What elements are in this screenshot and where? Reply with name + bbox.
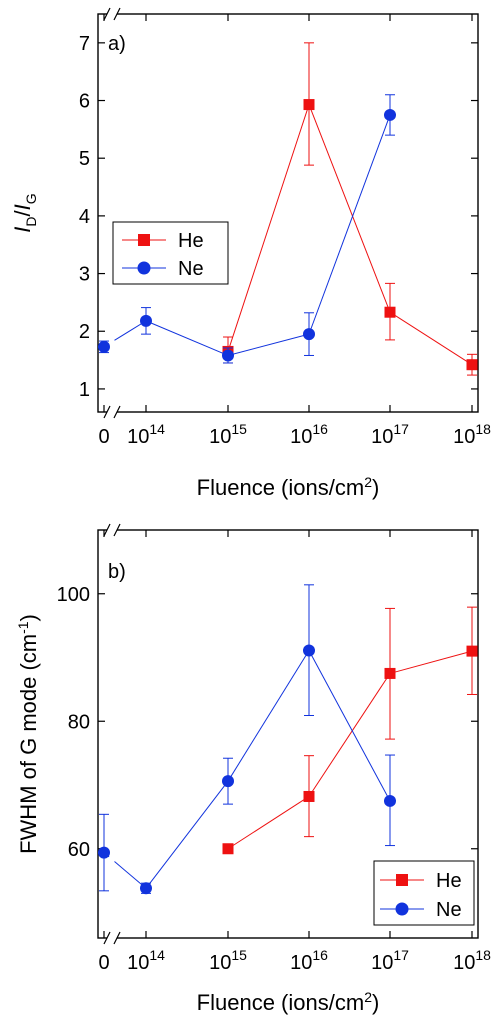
panel-b-legend: He Ne [373, 860, 475, 926]
panel-b-he-line-0 [227, 796, 310, 850]
panel-a-legend: He Ne [112, 221, 229, 285]
panel-a-break-gap-1 [107, 409, 117, 415]
panel-b-xlabel: Fluence (ions/cm2) [197, 989, 380, 1015]
panel-a-ne-point-1 [140, 314, 152, 327]
panel-a-ytick-label-6: 7 [79, 33, 90, 55]
panel-a-label: a) [108, 33, 126, 55]
panel-a-legend-he-marker [138, 234, 150, 246]
panel-a-ne-point-2 [222, 349, 234, 362]
panel-a-ne-point-4 [384, 108, 396, 121]
panel-a-ne-line-0 [114, 320, 147, 341]
panel-b-xlabel-sup: 2 [364, 989, 372, 1005]
panel-a-ytick-label-0: 1 [79, 379, 90, 401]
panel-a-xtick-label-5: 1018 [453, 421, 491, 448]
panel-a-he-line-1 [308, 104, 391, 313]
panel-b-ytick-label-2: 100 [57, 584, 90, 606]
panel-a-ytick-label-4: 5 [79, 148, 90, 170]
panel-b-ne-point-0 [98, 846, 110, 859]
panel-b-ne-line-3 [308, 650, 391, 802]
panel-a-xtick-label-2: 1015 [209, 421, 247, 448]
panel-b-xtick-label-1: 1014 [127, 947, 165, 974]
panel-a-break-mark-a-0 [103, 7, 111, 21]
panel-a-break-gap-0 [107, 11, 117, 17]
panel-a-ne-point-0 [98, 340, 110, 353]
panel-b-he-point-0 [222, 843, 234, 855]
panel-a-ne-line-1 [145, 320, 229, 356]
panel-b-ne-line-0 [114, 861, 147, 889]
panel-b: 60 80 100 0 1014 1015 1016 1017 1018 b) Fluence … [15, 523, 491, 1015]
panel-a-ne-point-3 [303, 328, 315, 341]
panel-b-ne-point-4 [384, 794, 396, 807]
panel-b-legend-he-label: He [436, 870, 462, 892]
panel-b-content: 60 80 100 0 1014 1015 1016 1017 1018 [57, 523, 491, 974]
panel-b-break-gap-0 [107, 527, 117, 533]
panel-b-frame [97, 529, 479, 939]
panel-b-he-point-2 [384, 667, 396, 679]
panel-a-content: 1 2 3 4 5 6 7 0 1014 1015 1016 1017 1018 [79, 7, 491, 448]
panel-b-xtick-label-3: 1016 [290, 947, 328, 974]
panel-b-label: b) [108, 561, 126, 583]
panel-b-legend-ne-marker [395, 902, 409, 916]
panel-b-ytick-label-1: 80 [68, 711, 90, 733]
panel-b-ne-line-1 [145, 780, 229, 889]
panel-a-he-point-2 [384, 306, 396, 318]
panel-a-legend-box [112, 221, 229, 285]
panel-b-break-mark-b-1 [113, 931, 121, 945]
panel-a-ytick-label-5: 6 [79, 91, 90, 113]
panel-b-ne-line-2 [227, 650, 310, 782]
panel-b-he-point-3 [466, 645, 478, 657]
panel-a-ylabel: ID/IG [10, 193, 39, 232]
panel-b-he-line-1 [308, 673, 391, 797]
panel-a-break-mark-b-1 [113, 405, 121, 419]
panel-b-ytick-label-0: 60 [68, 839, 90, 861]
panel-a-ytick-label-3: 4 [79, 206, 90, 228]
panel-b-legend-he-marker [396, 874, 408, 886]
panel-b-break-mark-a-0 [103, 523, 111, 537]
panel-a-legend-ne-label: Ne [178, 258, 204, 280]
panel-b-break-mark-b-0 [113, 523, 121, 537]
panel-b-xtick-label-5: 1018 [453, 947, 491, 974]
panel-b-ylabel: FWHM of G mode (cm-1) [15, 614, 41, 854]
panel-b-break-mark-a-1 [103, 931, 111, 945]
panel-a-he-line-2 [389, 311, 473, 366]
panel-a-xtick-label-1: 1014 [127, 421, 165, 448]
panel-b-xtick-label-4: 1017 [371, 947, 409, 974]
panel-b-he-point-1 [303, 790, 315, 802]
panel-b-ne-point-1 [140, 882, 152, 895]
panel-a-break-mark-a-1 [103, 405, 111, 419]
panel-a-break-mark-b-0 [113, 7, 121, 21]
panel-b-ne-point-3 [303, 644, 315, 657]
panel-b-he-line-2 [389, 650, 473, 674]
panel-a-ne-line-2 [227, 333, 310, 356]
panel-a-xlabel: Fluence (ions/cm2) [197, 474, 380, 500]
panel-b-legend-box [373, 860, 475, 926]
panel-a-xtick-label-0: 0 [98, 426, 109, 448]
panel-a-he-point-3 [466, 359, 478, 371]
panel-b-break-gap-1 [107, 935, 117, 941]
panel-a: 1 2 3 4 5 6 7 0 1014 1015 1016 1017 1018 a) Fluence … [10, 7, 491, 500]
panel-b-xtick-label-2: 1015 [209, 947, 247, 974]
panel-a-ne-line-3 [308, 114, 391, 335]
panel-a-xtick-label-4: 1017 [371, 421, 409, 448]
panel-a-xlabel-sup: 2 [364, 474, 372, 490]
panel-b-ne-point-2 [222, 775, 234, 788]
panel-a-he-point-1 [303, 99, 315, 111]
panel-a-ytick-label-1: 2 [79, 321, 90, 343]
panel-a-legend-ne-marker [137, 261, 151, 275]
panel-a-frame [97, 13, 479, 413]
panel-a-ytick-label-2: 3 [79, 264, 90, 286]
panel-a-he-line-0 [227, 104, 310, 352]
panel-a-legend-he-label: He [178, 230, 204, 252]
panel-b-xtick-label-0: 0 [98, 952, 109, 974]
panel-b-legend-ne-label: Ne [436, 899, 462, 921]
panel-a-xtick-label-3: 1016 [290, 421, 328, 448]
